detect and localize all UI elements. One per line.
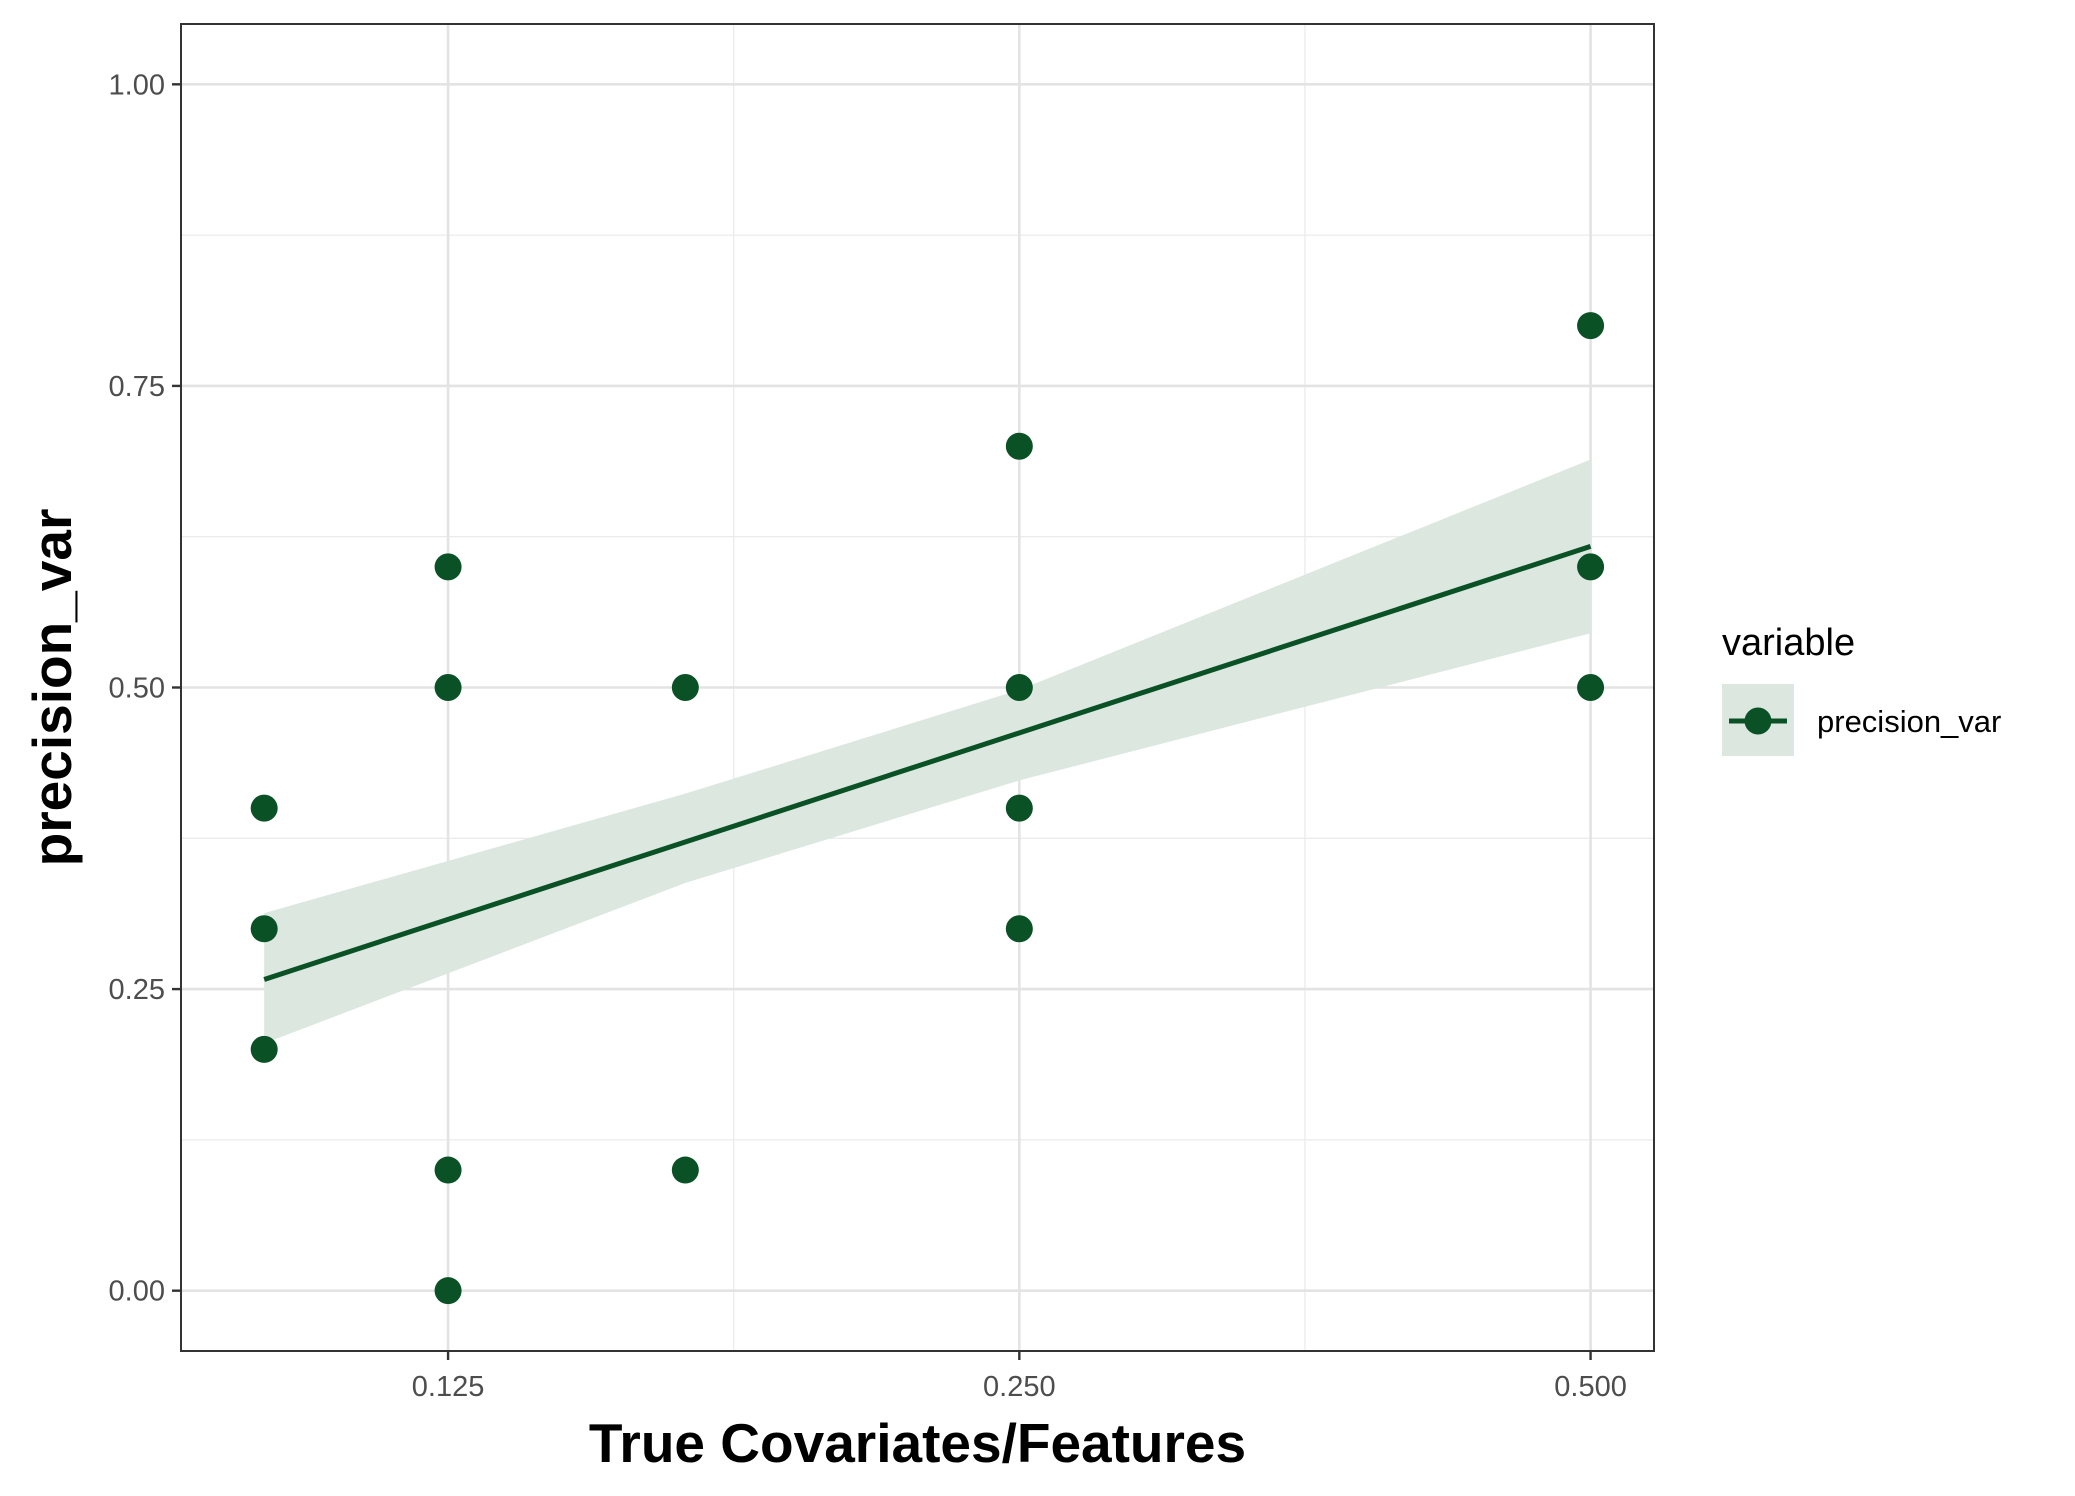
confidence-band-layer — [264, 459, 1591, 1044]
data-point — [1577, 553, 1605, 581]
data-point — [434, 1156, 462, 1184]
y-axis-title: precision_var — [21, 509, 83, 867]
data-point — [434, 553, 462, 581]
data-point — [250, 915, 278, 943]
y-tick-label: 0.75 — [109, 371, 165, 403]
y-tick-label: 0.00 — [109, 1276, 165, 1308]
data-point — [1005, 674, 1033, 701]
data-point — [1577, 674, 1605, 701]
points-layer — [250, 312, 1605, 1305]
data-point — [250, 794, 278, 822]
data-point — [1005, 432, 1033, 460]
fit-line-layer — [263, 543, 1592, 982]
legend: variable precision_var — [1722, 622, 2001, 756]
x-axis-title: True Covariates/Features — [589, 1412, 1246, 1474]
legend-title: variable — [1722, 622, 1855, 664]
data-point — [250, 1035, 278, 1063]
y-tick-label: 0.25 — [109, 974, 165, 1006]
x-tick-label: 0.500 — [1554, 1371, 1627, 1403]
data-point — [671, 1156, 699, 1184]
legend-key-point — [1744, 707, 1772, 735]
grid-layer — [181, 24, 1654, 1351]
confidence-band — [264, 459, 1591, 1044]
axis-layer: 0.00 0.25 0.50 0.75 1.00 0.125 0.250 0.500 — [109, 69, 1627, 1403]
data-point — [1005, 794, 1033, 822]
legend-label: precision_var — [1817, 704, 2001, 739]
data-point — [1577, 312, 1605, 340]
x-tick-label: 0.250 — [983, 1371, 1056, 1403]
x-tick-label: 0.125 — [412, 1371, 485, 1403]
data-point — [434, 1277, 462, 1305]
y-tick-label: 0.50 — [109, 673, 165, 705]
data-point — [434, 674, 462, 701]
data-point — [671, 674, 699, 701]
fit-line — [263, 543, 1592, 982]
y-tick-label: 1.00 — [109, 69, 165, 101]
data-point — [1005, 915, 1033, 943]
